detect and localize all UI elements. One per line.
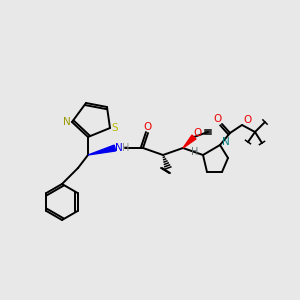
Text: N: N xyxy=(115,143,123,153)
Text: N: N xyxy=(63,117,71,127)
Text: N: N xyxy=(222,137,230,147)
Text: S: S xyxy=(112,123,118,133)
Text: H: H xyxy=(191,147,199,157)
Polygon shape xyxy=(183,135,196,148)
Text: O: O xyxy=(243,115,251,125)
Text: O: O xyxy=(194,128,202,138)
Text: O: O xyxy=(144,122,152,132)
Text: O: O xyxy=(214,114,222,124)
Polygon shape xyxy=(88,145,116,155)
Text: H: H xyxy=(122,143,130,153)
